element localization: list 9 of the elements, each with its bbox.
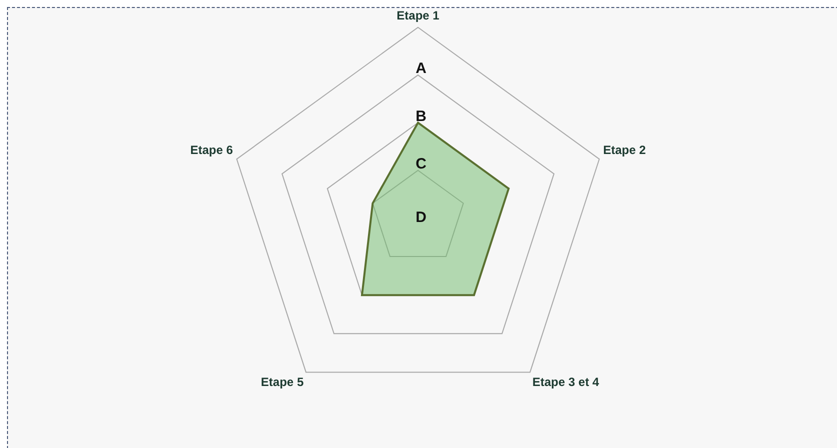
spoke-label: Etape 2	[603, 142, 646, 157]
y-tick-label: C	[416, 155, 427, 172]
spoke-label: Etape 6	[190, 142, 234, 157]
spoke-label: Etape 5	[260, 374, 304, 389]
spoke-label: Etape 1	[396, 8, 440, 23]
y-tick-label: D	[416, 209, 427, 226]
spoke-label: Etape 3 et 4	[532, 374, 600, 389]
y-tick-label: B	[416, 108, 427, 125]
y-tick-label: A	[416, 60, 427, 78]
